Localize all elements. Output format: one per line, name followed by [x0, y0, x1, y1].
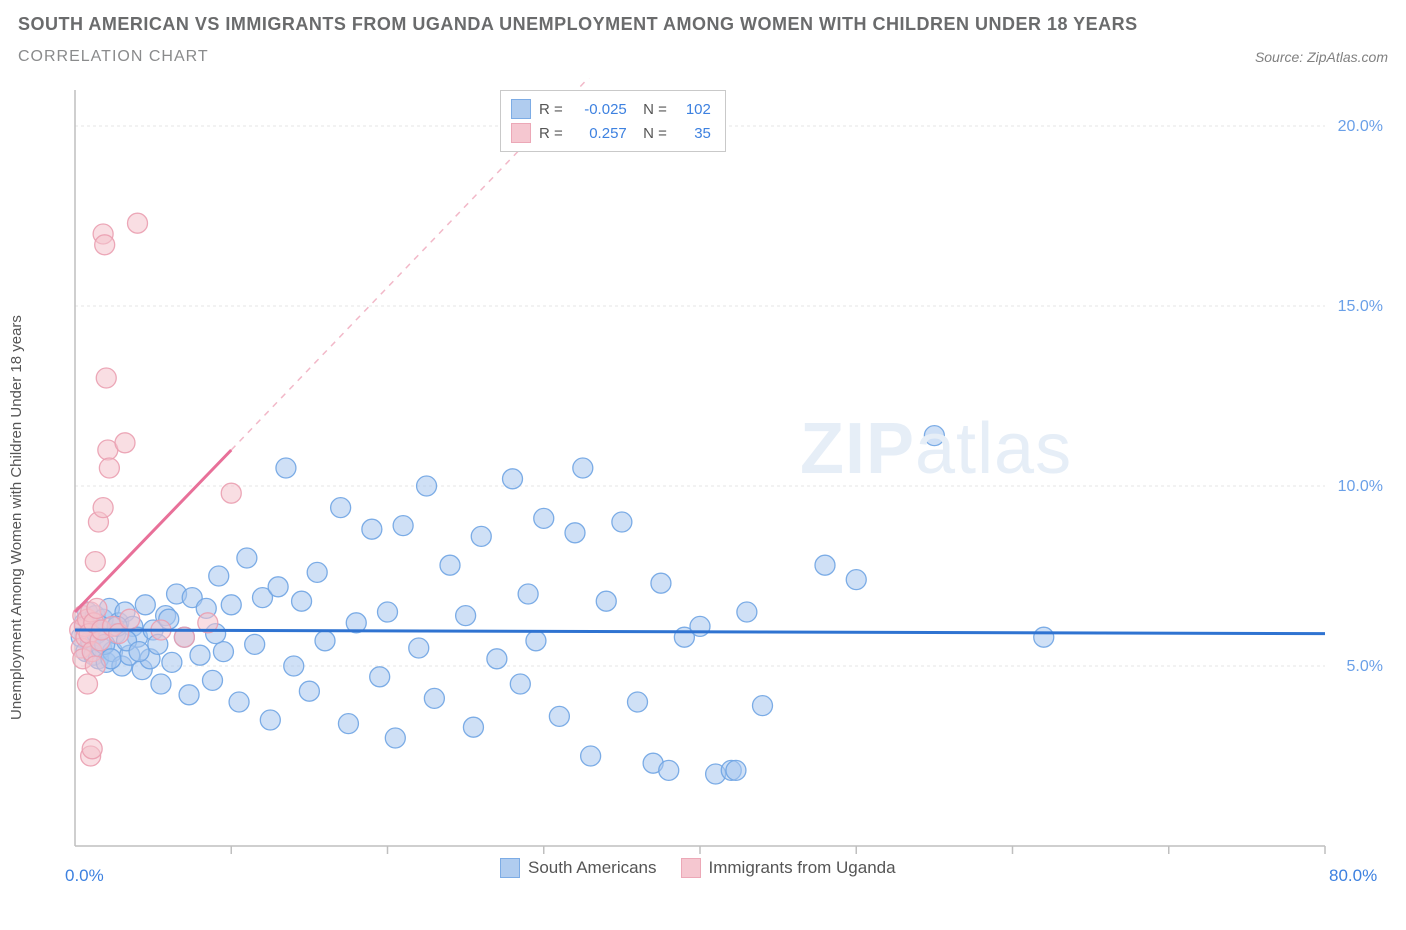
legend-swatch-series-a — [500, 858, 520, 878]
legend-n-value-b: 35 — [675, 125, 711, 142]
legend-r-label: R = — [539, 125, 563, 142]
legend-r-value-a: -0.025 — [571, 101, 627, 118]
svg-text:15.0%: 15.0% — [1338, 298, 1383, 315]
legend-n-value-a: 102 — [675, 101, 711, 118]
series-legend: South Americans Immigrants from Uganda — [500, 858, 896, 878]
chart-subtitle: CORRELATION CHART — [18, 48, 209, 66]
legend-row-series-b: R = 0.257 N = 35 — [511, 121, 711, 145]
legend-item-series-b: Immigrants from Uganda — [681, 858, 896, 878]
correlation-legend: R = -0.025 N = 102 R = 0.257 N = 35 — [500, 90, 726, 152]
legend-row-series-a: R = -0.025 N = 102 — [511, 97, 711, 121]
svg-text:10.0%: 10.0% — [1338, 478, 1383, 495]
legend-label-series-b: Immigrants from Uganda — [709, 858, 896, 878]
legend-swatch-series-a — [511, 99, 531, 119]
legend-item-series-a: South Americans — [500, 858, 657, 878]
svg-text:20.0%: 20.0% — [1338, 118, 1383, 135]
x-axis-max-label: 80.0% — [1329, 866, 1377, 886]
legend-n-label: N = — [635, 101, 667, 118]
svg-text:5.0%: 5.0% — [1347, 658, 1383, 675]
legend-swatch-series-b — [681, 858, 701, 878]
chart-svg: 5.0% 10.0% 15.0% 20.0% — [0, 78, 1406, 898]
legend-label-series-a: South Americans — [528, 858, 657, 878]
legend-r-value-b: 0.257 — [571, 125, 627, 142]
correlation-chart: 5.0%10.0%15.0%20.0% ZIPatlas R = -0.025 … — [0, 78, 1406, 898]
chart-source: Source: ZipAtlas.com — [1255, 49, 1388, 65]
chart-title: SOUTH AMERICAN VS IMMIGRANTS FROM UGANDA… — [18, 14, 1388, 35]
legend-r-label: R = — [539, 101, 563, 118]
x-axis-min-label: 0.0% — [65, 866, 104, 886]
legend-swatch-series-b — [511, 123, 531, 143]
legend-n-label: N = — [635, 125, 667, 142]
